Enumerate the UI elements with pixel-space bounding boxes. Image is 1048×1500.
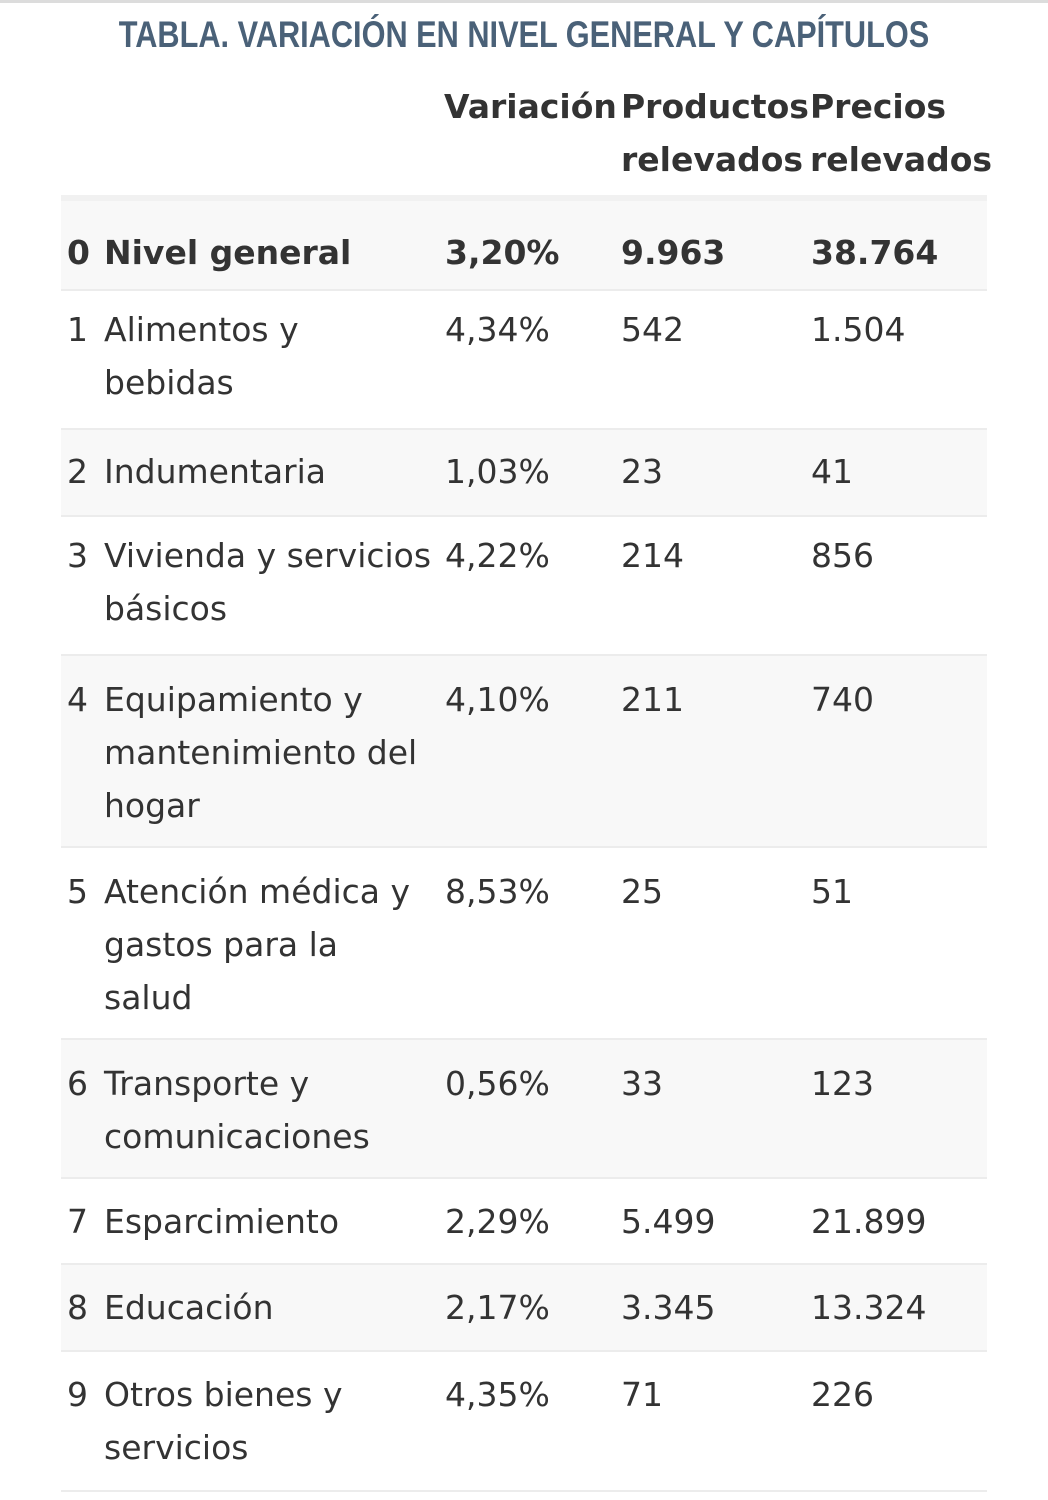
row-number: 4 xyxy=(67,680,88,719)
row-name: Esparcimiento xyxy=(104,1202,340,1241)
row-name: Equipamiento y mantenimiento del hogar xyxy=(104,680,418,825)
row-number: 8 xyxy=(67,1288,88,1327)
header-productos-line1: Productos xyxy=(621,87,809,126)
table-row: 1 Alimentos y bebidas 4,34% 542 1.504 xyxy=(61,291,987,430)
row-name: Transporte y comunicaciones xyxy=(104,1064,370,1156)
row-number: 6 xyxy=(67,1064,88,1103)
row-productos: 23 xyxy=(621,452,663,491)
row-number: 0 xyxy=(67,233,90,272)
table-row: 4 Equipamiento y mantenimiento del hogar… xyxy=(61,656,987,848)
row-number: 7 xyxy=(67,1202,88,1241)
table-row: 9 Otros bienes y servicios 4,35% 71 226 xyxy=(61,1352,987,1492)
row-variacion: 2,29% xyxy=(445,1202,550,1241)
row-productos: 3.345 xyxy=(621,1288,716,1327)
table-row: 7 Esparcimiento 2,29% 5.499 21.899 xyxy=(61,1179,987,1265)
row-variacion: 3,20% xyxy=(445,233,560,272)
row-number: 3 xyxy=(67,536,88,575)
row-precios: 856 xyxy=(811,536,874,575)
row-variacion: 2,17% xyxy=(445,1288,550,1327)
header-productos-line2: relevados xyxy=(621,140,804,179)
data-table: 0 Nivel general 3,20% 9.963 38.764 1 Ali… xyxy=(61,195,987,1492)
row-number: 1 xyxy=(67,310,88,349)
row-precios: 41 xyxy=(811,452,853,491)
row-precios: 51 xyxy=(811,872,853,911)
row-precios: 13.324 xyxy=(811,1288,927,1327)
header-precios-line2: relevados xyxy=(810,140,993,179)
row-name: Educación xyxy=(104,1288,274,1327)
row-variacion: 4,34% xyxy=(445,310,550,349)
row-variacion: 0,56% xyxy=(445,1064,550,1103)
row-productos: 5.499 xyxy=(621,1202,716,1241)
row-number: 9 xyxy=(67,1375,88,1414)
row-precios: 21.899 xyxy=(811,1202,927,1241)
header-variacion: Variación xyxy=(444,87,617,126)
row-productos: 71 xyxy=(621,1375,663,1414)
row-productos: 25 xyxy=(621,872,663,911)
row-name: Atención médica y gastos para la salud xyxy=(104,872,411,1017)
row-precios: 38.764 xyxy=(811,233,939,272)
table-row: 3 Vivienda y servicios básicos 4,22% 214… xyxy=(61,517,987,656)
row-name: Alimentos y bebidas xyxy=(104,310,299,402)
row-number: 5 xyxy=(67,872,88,911)
table-row: 2 Indumentaria 1,03% 23 41 xyxy=(61,430,987,517)
top-divider xyxy=(0,0,1048,3)
row-productos: 214 xyxy=(621,536,684,575)
header-precios-line1: Precios xyxy=(810,87,947,126)
row-precios: 1.504 xyxy=(811,310,906,349)
row-variacion: 1,03% xyxy=(445,452,550,491)
table-row: 5 Atención médica y gastos para la salud… xyxy=(61,848,987,1040)
table-row: 6 Transporte y comunicaciones 0,56% 33 1… xyxy=(61,1040,987,1179)
row-precios: 226 xyxy=(811,1375,874,1414)
table-title: TABLA. VARIACIÓN EN NIVEL GENERAL Y CAPÍ… xyxy=(118,14,930,55)
table-row: 0 Nivel general 3,20% 9.963 38.764 xyxy=(61,195,987,291)
row-productos: 211 xyxy=(621,680,684,719)
row-variacion: 4,22% xyxy=(445,536,550,575)
row-name: Indumentaria xyxy=(104,452,326,491)
row-name: Nivel general xyxy=(104,233,352,272)
row-number: 2 xyxy=(67,452,88,491)
table-row: 8 Educación 2,17% 3.345 13.324 xyxy=(61,1265,987,1352)
row-name: Otros bienes y servicios xyxy=(104,1375,343,1467)
row-precios: 740 xyxy=(811,680,874,719)
row-productos: 9.963 xyxy=(621,233,726,272)
row-variacion: 8,53% xyxy=(445,872,550,911)
row-name: Vivienda y servicios básicos xyxy=(104,536,432,628)
row-precios: 123 xyxy=(811,1064,874,1103)
row-variacion: 4,10% xyxy=(445,680,550,719)
row-productos: 542 xyxy=(621,310,684,349)
row-variacion: 4,35% xyxy=(445,1375,550,1414)
row-productos: 33 xyxy=(621,1064,663,1103)
